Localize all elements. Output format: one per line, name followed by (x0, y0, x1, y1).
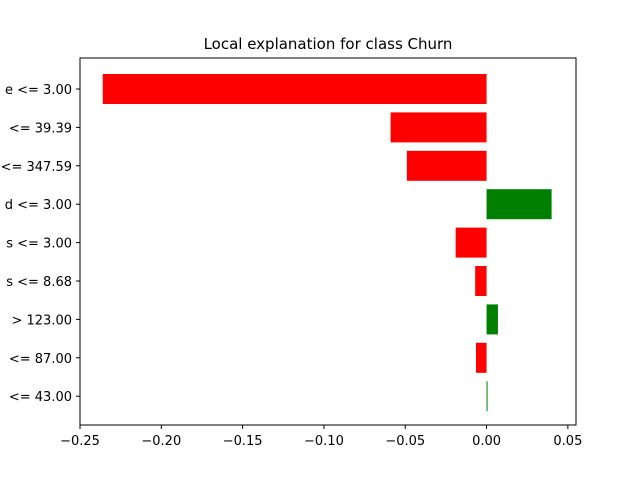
bar-8 (486, 381, 488, 412)
y-tick-label-5: s <= 8.68 (6, 275, 72, 290)
x-tick-label-5: 0.00 (472, 434, 501, 449)
y-tick-label-0: e <= 3.00 (5, 83, 72, 98)
y-tick-label-4: s <= 3.00 (6, 237, 72, 252)
bar-0 (102, 74, 487, 104)
bar-3 (486, 189, 552, 220)
chart-title: Local explanation for class Churn (204, 35, 453, 53)
x-tick-label-1: −0.20 (141, 434, 181, 449)
y-tick-label-2: <= 347.59 (1, 160, 72, 175)
axes-frame (79, 57, 577, 426)
x-tick-label-4: −0.05 (385, 434, 425, 449)
bar-5 (475, 266, 487, 296)
bar-6 (486, 304, 498, 335)
y-tick-label-3: d <= 3.00 (5, 198, 72, 213)
y-tick-label-7: <= 87.00 (9, 352, 72, 367)
x-tick-label-2: −0.15 (223, 434, 263, 449)
x-tick-label-0: −0.25 (60, 434, 100, 449)
bars-group (102, 74, 552, 412)
x-tick-label-3: −0.10 (304, 434, 344, 449)
y-tick-labels: e <= 3.00 <= 39.39 <= 347.59 d <= 3.00 s <= … (1, 83, 80, 405)
x-ticks: −0.25 −0.20 −0.15 −0.10 −0.05 0.00 0.05 (60, 425, 582, 449)
bar-7 (475, 342, 487, 373)
bar-4 (455, 227, 487, 258)
y-tick-label-6: > 123.00 (11, 313, 72, 328)
x-tick-label-6: 0.05 (553, 434, 582, 449)
y-tick-label-1: <= 39.39 (9, 121, 72, 136)
bar-2 (406, 150, 487, 181)
y-tick-label-8: <= 43.00 (9, 390, 72, 405)
bar-1 (390, 112, 487, 143)
